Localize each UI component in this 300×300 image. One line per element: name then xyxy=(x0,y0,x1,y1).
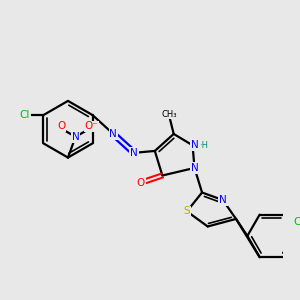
Text: O: O xyxy=(136,178,145,188)
Text: O⁻: O⁻ xyxy=(85,122,98,131)
Text: S: S xyxy=(184,206,190,216)
Text: N: N xyxy=(110,129,117,139)
Text: N: N xyxy=(219,195,227,205)
Text: O: O xyxy=(57,122,65,131)
Text: Cl: Cl xyxy=(293,217,300,227)
Text: ·H: ·H xyxy=(200,141,208,150)
Text: N: N xyxy=(72,132,80,142)
Text: N: N xyxy=(190,163,198,173)
Text: N: N xyxy=(190,140,198,150)
Text: CH₃: CH₃ xyxy=(161,110,177,118)
Text: Cl: Cl xyxy=(20,110,30,120)
Text: N: N xyxy=(130,148,138,158)
